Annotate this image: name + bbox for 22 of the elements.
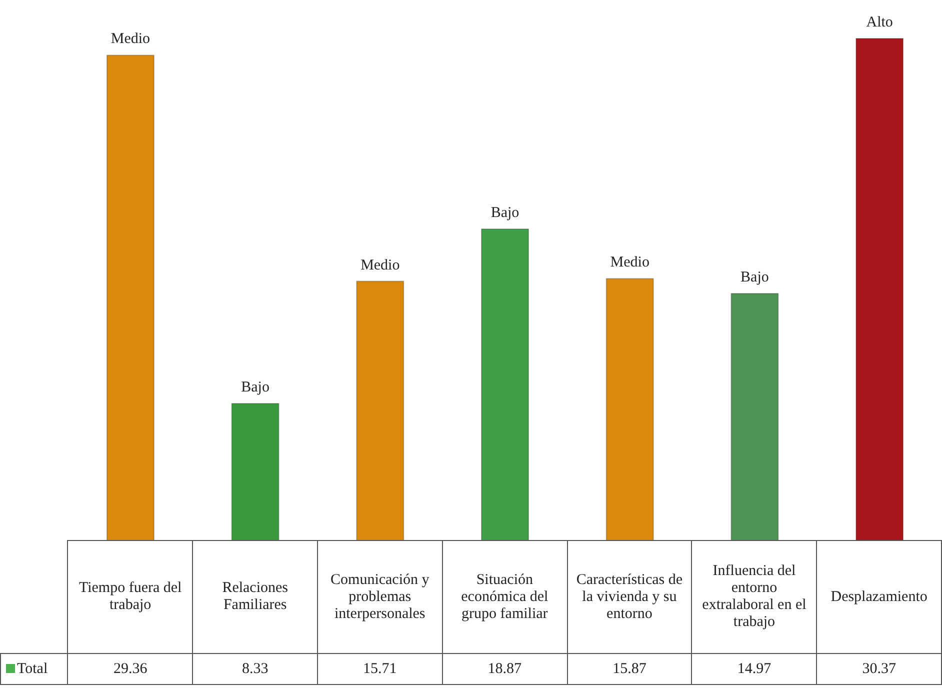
data-label: 15.87 (567, 654, 692, 684)
annotation: Bajo (241, 380, 270, 396)
x-tick-label: Características de la vivienda y su entorno (567, 540, 692, 654)
x-tick-label: Situación económica del grupo familiar (442, 540, 568, 654)
legend-label: Total (0, 654, 68, 684)
annotation: Medio (610, 254, 650, 271)
x-tick-label: Comunicación y problemas interpersonales (317, 540, 442, 654)
data-label: 8.33 (192, 654, 318, 684)
x-tick-label: Tiempo fuera del trabajo (68, 540, 193, 654)
annotation: Bajo (490, 204, 520, 221)
data-label: 18.87 (442, 654, 568, 684)
data-label: 15.71 (317, 654, 442, 684)
annotation: Bajo (740, 270, 769, 286)
annotation: Medio (110, 31, 150, 48)
annotation: Alto (866, 14, 893, 30)
data-label: 30.37 (816, 654, 942, 684)
x-tick-label: Relaciones Familiares (192, 540, 318, 654)
x-tick-label: Desplazamiento (816, 540, 942, 654)
data-label: 14.97 (692, 654, 817, 684)
annotation: Medio (360, 257, 400, 274)
data-label: 29.36 (68, 654, 193, 684)
x-tick-label: Influencia del entorno extralaboral en el trabajo (692, 540, 817, 654)
